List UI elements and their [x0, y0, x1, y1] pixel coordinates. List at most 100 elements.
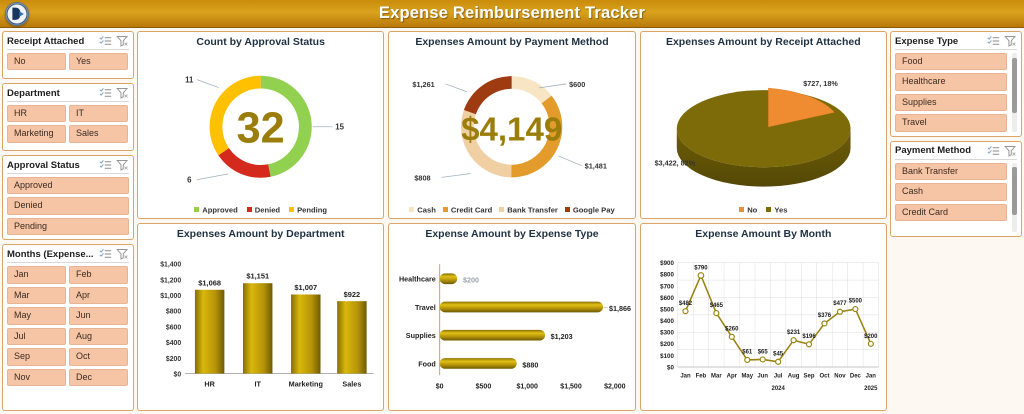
- slicer-option[interactable]: HR: [7, 105, 66, 123]
- legend-item-denied[interactable]: Denied: [246, 205, 280, 214]
- slicer-option[interactable]: No: [7, 53, 66, 71]
- chart-legend: Approved Denied Pending: [194, 205, 327, 217]
- x-tick: $0: [436, 384, 444, 391]
- chart-plot-area: $4,149 $600 $1,481 $808 $1,261: [391, 49, 632, 205]
- donut-label-approved: 15: [335, 123, 344, 132]
- clear-filter-icon[interactable]: [116, 87, 129, 99]
- chart-title: Count by Approval Status: [196, 36, 325, 48]
- slicer-scrollbar[interactable]: [1012, 53, 1017, 132]
- slicer-option[interactable]: Nov: [7, 368, 66, 386]
- slicer-option[interactable]: Healthcare: [895, 73, 1007, 91]
- page-title: Expense Reimbursement Tracker: [378, 4, 646, 22]
- title-bar: Expense Reimbursement Tracker: [0, 0, 1024, 28]
- clear-filter-icon[interactable]: [1004, 145, 1017, 157]
- slicer-option[interactable]: Credit Card: [895, 203, 1007, 222]
- slicer-option[interactable]: Food: [895, 53, 1007, 71]
- slicer-scrollbar[interactable]: [1012, 162, 1017, 232]
- donut-label-denied: 6: [187, 176, 192, 185]
- slicer-payment-method[interactable]: Payment Method Bank Transfer Cash Credit…: [890, 140, 1022, 237]
- chart-plot-area: 32 15 6 11: [140, 49, 381, 205]
- chart-title: Expense Amount by Expense Type: [425, 228, 599, 240]
- legend-item-cash[interactable]: Cash: [409, 205, 436, 214]
- year-label: 2024: [771, 386, 785, 392]
- slicer-approval-status[interactable]: Approval Status Approved Denied Pending: [2, 155, 134, 241]
- legend-item-credit-card[interactable]: Credit Card: [442, 205, 492, 214]
- clear-filter-icon[interactable]: [116, 248, 129, 261]
- y-tick: $900: [660, 260, 674, 267]
- slicer-option[interactable]: Aug: [69, 327, 128, 346]
- slicer-title: Department: [7, 87, 60, 99]
- legend-item-yes[interactable]: Yes: [766, 205, 787, 214]
- slicer-option[interactable]: Marketing: [7, 125, 66, 143]
- chart-expenses-amount-by-department[interactable]: Expenses Amount by Department: [137, 223, 385, 411]
- pie-slice-yes: [676, 90, 851, 168]
- chart-legend: Cash Credit Card Bank Transfer Google Pa…: [409, 205, 615, 217]
- slicer-receipt-attached[interactable]: Receipt Attached No Yes: [2, 31, 134, 79]
- x-tick: Oct: [819, 374, 829, 380]
- slicer-option[interactable]: Jun: [69, 307, 128, 325]
- chart-expense-amount-by-month[interactable]: Expense Amount By Month $900 $800 $700 $…: [639, 223, 887, 411]
- slicer-months[interactable]: Months (Expense... Jan Feb Mar Apr May J…: [2, 244, 134, 411]
- y-tick: $800: [660, 272, 674, 279]
- slicer-option[interactable]: Feb: [69, 266, 128, 284]
- x-tick: $500: [476, 384, 492, 391]
- chart-count-by-approval-status[interactable]: Count by Approval Status 32: [137, 31, 385, 219]
- slicer-title: Approval Status: [7, 159, 80, 171]
- chart-expense-amount-by-expense-type[interactable]: Expense Amount by Expense Type: [388, 223, 636, 411]
- slicer-option[interactable]: IT: [69, 105, 128, 123]
- chart-plot-area: $727, 18% $3,422, 82%: [643, 49, 884, 205]
- clear-filter-icon[interactable]: [116, 35, 129, 47]
- y-tick: $0: [667, 364, 674, 371]
- y-tick: $700: [660, 283, 674, 290]
- multi-select-icon[interactable]: [99, 87, 112, 99]
- multi-select-icon[interactable]: [987, 145, 1000, 157]
- x-tick: $1,000: [517, 384, 539, 391]
- slicer-option[interactable]: Cash: [895, 183, 1007, 201]
- legend-item-approved[interactable]: Approved: [194, 205, 238, 214]
- line-markers: [682, 272, 874, 365]
- slicer-option[interactable]: Yes: [69, 53, 128, 71]
- x-tick: Apr: [726, 374, 737, 380]
- slicer-option[interactable]: Sales: [69, 125, 128, 143]
- slicer-option[interactable]: Supplies: [895, 93, 1007, 112]
- clear-filter-icon[interactable]: [1004, 35, 1017, 47]
- slicer-option[interactable]: Sep: [7, 348, 66, 366]
- pie-slice-no: [767, 87, 835, 128]
- slicer-option[interactable]: Approved: [7, 177, 129, 195]
- slicer-option[interactable]: Mar: [7, 286, 66, 305]
- y-tick: $500: [660, 306, 674, 313]
- slicer-department[interactable]: Department HR IT Marketing Sales: [2, 83, 134, 151]
- multi-select-icon[interactable]: [99, 35, 112, 47]
- slicer-option[interactable]: May: [7, 307, 66, 325]
- slicer-option[interactable]: Dec: [69, 368, 128, 386]
- chart-expenses-amount-by-receipt-attached[interactable]: Expenses Amount by Receipt Attached: [639, 31, 887, 219]
- hbar-food: [439, 358, 518, 369]
- chart-title: Expenses Amount by Receipt Attached: [665, 36, 861, 48]
- point-label: $500: [848, 298, 862, 304]
- slicer-option[interactable]: Travel: [895, 114, 1007, 132]
- slicer-option[interactable]: Oct: [69, 348, 128, 366]
- x-tick: $2,000: [604, 384, 626, 391]
- multi-select-icon[interactable]: [99, 159, 112, 171]
- y-tick: $400: [660, 318, 674, 325]
- slicer-options: Approved Denied Pending: [7, 177, 129, 236]
- slicer-expense-type[interactable]: Expense Type Food Healthcare Supplies Tr…: [890, 31, 1022, 137]
- legend-item-bank-transfer[interactable]: Bank Transfer: [499, 205, 558, 214]
- slicer-option[interactable]: Jul: [7, 327, 66, 346]
- slicer-option[interactable]: Jan: [7, 266, 66, 284]
- slicer-option[interactable]: Apr: [69, 286, 128, 305]
- app-logo-icon: [5, 1, 29, 26]
- legend-item-google-pay[interactable]: Google Pay: [564, 205, 615, 214]
- clear-filter-icon[interactable]: [116, 159, 129, 171]
- multi-select-icon[interactable]: [99, 248, 112, 260]
- legend-item-no[interactable]: No: [739, 205, 757, 214]
- chart-expenses-amount-by-payment-method[interactable]: Expenses Amount by Payment Method: [388, 31, 636, 219]
- slicer-option[interactable]: Denied: [7, 197, 129, 215]
- multi-select-icon[interactable]: [987, 35, 1000, 47]
- donut-slice-denied: [218, 148, 271, 178]
- dashboard-body: Receipt Attached No Yes Department: [0, 28, 1024, 414]
- slicer-title: Receipt Attached: [7, 35, 85, 47]
- slicer-option[interactable]: Pending: [7, 217, 129, 236]
- slicer-option[interactable]: Bank Transfer: [895, 162, 1007, 181]
- legend-item-pending[interactable]: Pending: [289, 205, 327, 214]
